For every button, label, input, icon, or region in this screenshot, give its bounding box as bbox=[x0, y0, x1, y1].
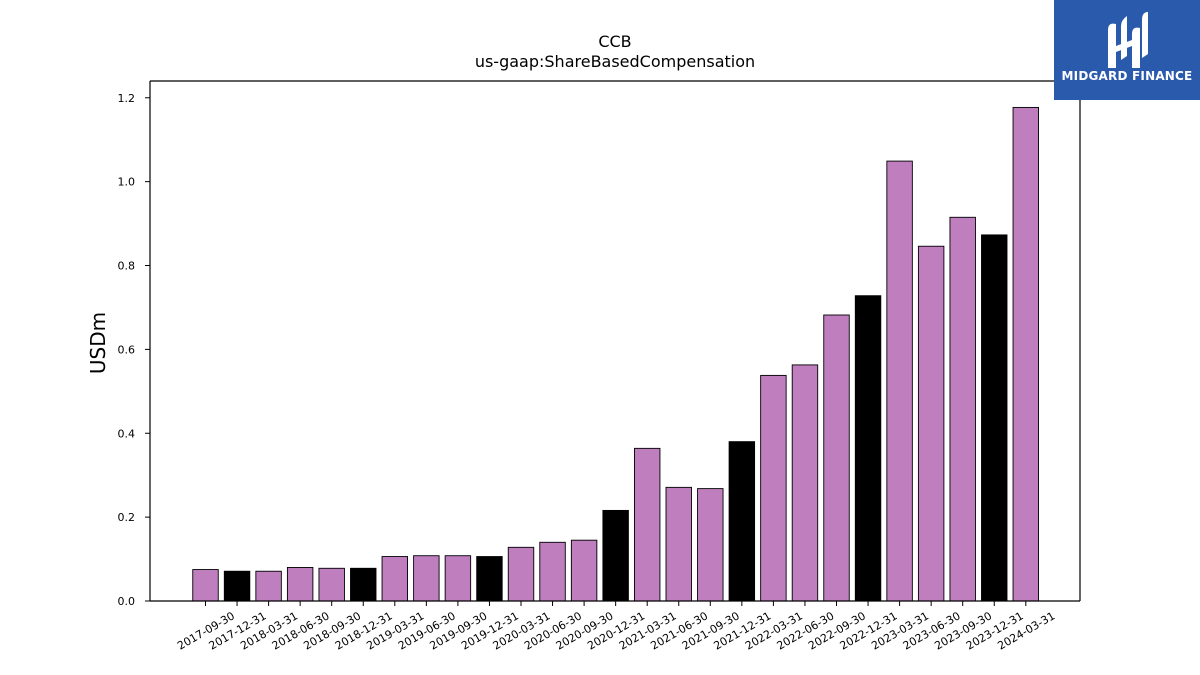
bar bbox=[255, 570, 282, 602]
logo-text: MIDGARD FINANCE bbox=[1061, 69, 1193, 83]
y-tick-label: 1.0 bbox=[118, 176, 136, 189]
y-tick-label: 0.0 bbox=[118, 595, 136, 608]
bar bbox=[886, 160, 913, 602]
y-tick-label: 0.8 bbox=[118, 260, 136, 273]
bar bbox=[476, 556, 503, 602]
bar bbox=[949, 216, 976, 602]
bar bbox=[917, 245, 945, 602]
bar bbox=[444, 555, 472, 602]
bar bbox=[854, 295, 882, 602]
bar bbox=[634, 447, 661, 602]
bar bbox=[665, 486, 692, 602]
chart-title: CCB bbox=[598, 32, 632, 51]
y-axis-label: USDm bbox=[86, 312, 110, 374]
bar bbox=[223, 570, 251, 602]
chart-subtitle: us-gaap:ShareBasedCompensation bbox=[474, 52, 756, 71]
bar bbox=[381, 556, 408, 602]
bar bbox=[507, 546, 535, 602]
bar bbox=[602, 509, 629, 602]
y-tick-label: 1.2 bbox=[118, 92, 136, 105]
bar bbox=[539, 541, 566, 602]
bar bbox=[823, 314, 850, 602]
bar bbox=[791, 364, 819, 602]
bar bbox=[697, 488, 724, 602]
y-tick-label: 0.6 bbox=[118, 343, 136, 356]
y-tick-label: 0.2 bbox=[118, 511, 136, 524]
bar bbox=[728, 441, 756, 602]
midgard-logo-icon bbox=[1108, 12, 1148, 69]
bar bbox=[286, 567, 314, 602]
bar bbox=[350, 567, 377, 602]
brand-logo: MIDGARD FINANCE bbox=[1054, 0, 1200, 100]
y-tick-label: 0.4 bbox=[118, 427, 136, 440]
bar bbox=[1012, 106, 1039, 602]
bar bbox=[192, 569, 219, 602]
bar bbox=[570, 539, 598, 602]
bar bbox=[318, 567, 345, 602]
bar bbox=[981, 234, 1008, 602]
bar bbox=[413, 555, 440, 602]
bar bbox=[760, 374, 787, 602]
